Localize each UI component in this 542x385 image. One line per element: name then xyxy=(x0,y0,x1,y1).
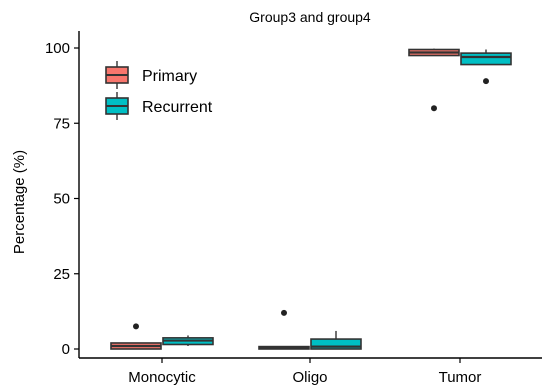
y-axis-label: Percentage (%) xyxy=(11,150,28,254)
chart-title: Group3 and group4 xyxy=(249,9,371,25)
x-tick-label: Oligo xyxy=(292,369,327,385)
x-tick-label: Tumor xyxy=(439,369,482,385)
x-tick-label: Monocytic xyxy=(128,369,196,385)
box xyxy=(310,338,362,350)
outlier-point xyxy=(431,105,437,112)
plot-marks xyxy=(110,48,512,350)
y-tick-label: 75 xyxy=(53,115,70,132)
y-tick-label: 50 xyxy=(53,191,70,208)
legend-label: Primary xyxy=(142,68,197,85)
outlier-point xyxy=(133,323,139,330)
y-tick-label: 0 xyxy=(62,341,70,358)
legend: Primary Recurrent xyxy=(105,61,213,120)
legend-label: Recurrent xyxy=(142,99,213,116)
y-tick-label: 100 xyxy=(45,40,70,57)
y-tick-label: 25 xyxy=(53,266,70,283)
box xyxy=(460,52,512,66)
outlier-point xyxy=(483,78,489,85)
axes: 0 25 50 75 100 Monocytic Oligo Tumor xyxy=(45,31,542,385)
outlier-point xyxy=(281,309,287,316)
